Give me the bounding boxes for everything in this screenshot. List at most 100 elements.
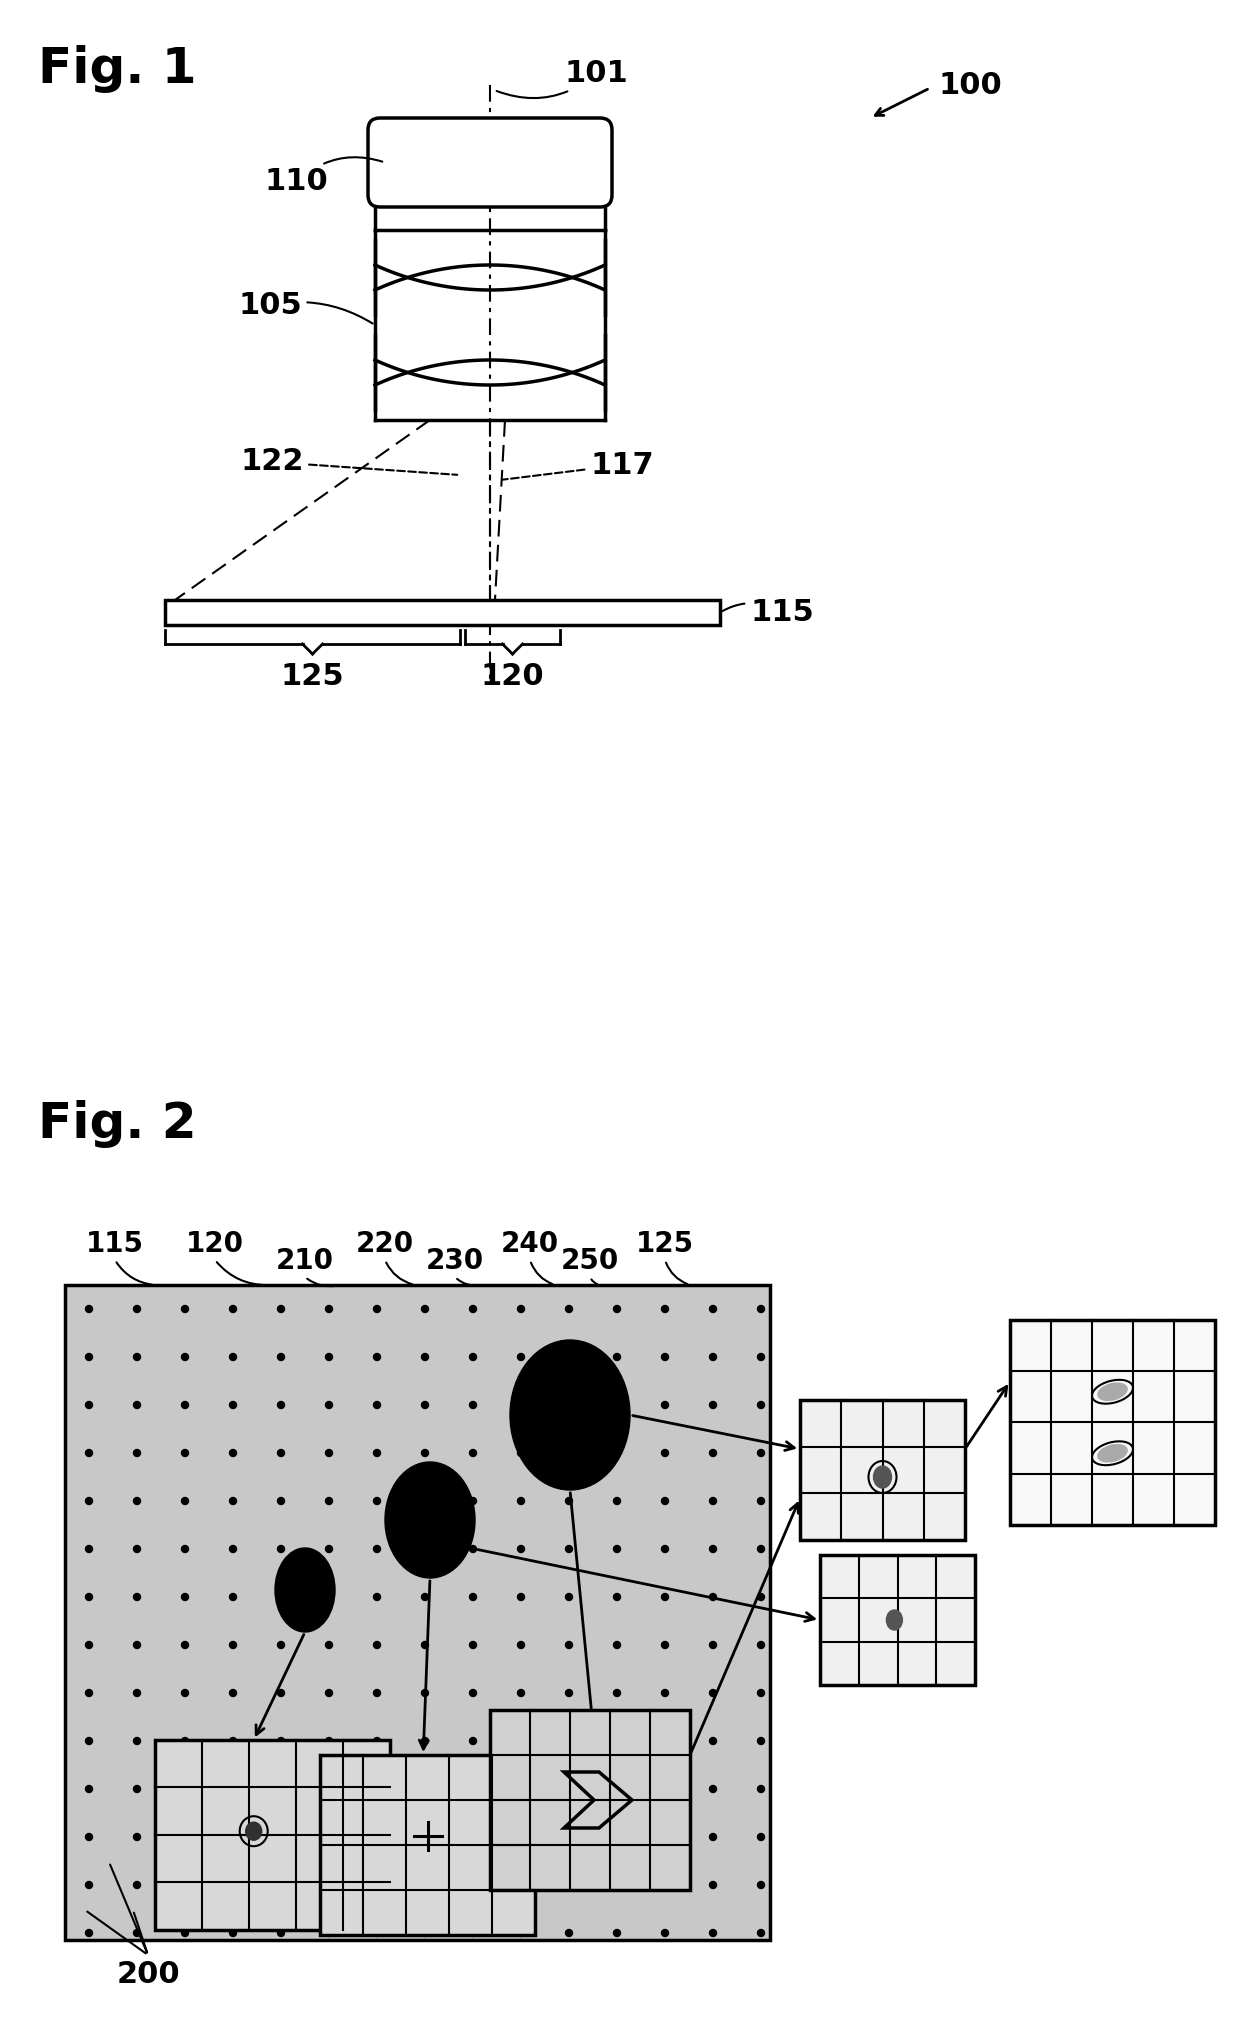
- Text: 110: 110: [265, 157, 382, 197]
- Circle shape: [470, 1834, 476, 1840]
- Circle shape: [614, 1353, 620, 1361]
- Ellipse shape: [887, 1610, 903, 1630]
- Circle shape: [517, 1593, 525, 1600]
- Circle shape: [325, 1738, 332, 1744]
- Ellipse shape: [384, 1461, 475, 1577]
- Circle shape: [661, 1306, 668, 1313]
- Circle shape: [325, 1882, 332, 1888]
- Circle shape: [758, 1929, 765, 1937]
- Text: 125: 125: [280, 661, 345, 692]
- Circle shape: [614, 1642, 620, 1648]
- Circle shape: [278, 1738, 284, 1744]
- Text: Fig. 2: Fig. 2: [38, 1101, 197, 1148]
- Circle shape: [134, 1353, 140, 1361]
- Circle shape: [86, 1593, 93, 1600]
- Circle shape: [470, 1449, 476, 1457]
- Circle shape: [134, 1738, 140, 1744]
- Circle shape: [709, 1929, 717, 1937]
- Text: 115: 115: [86, 1229, 144, 1258]
- Text: 101: 101: [496, 59, 629, 98]
- Circle shape: [229, 1738, 237, 1744]
- Circle shape: [278, 1834, 284, 1840]
- Circle shape: [709, 1449, 717, 1457]
- Circle shape: [278, 1929, 284, 1937]
- Circle shape: [86, 1929, 93, 1937]
- Circle shape: [661, 1449, 668, 1457]
- Circle shape: [325, 1785, 332, 1793]
- Circle shape: [661, 1689, 668, 1697]
- Circle shape: [86, 1738, 93, 1744]
- Circle shape: [229, 1449, 237, 1457]
- Circle shape: [134, 1402, 140, 1408]
- Circle shape: [86, 1353, 93, 1361]
- Text: 200: 200: [117, 1960, 180, 1988]
- Circle shape: [422, 1593, 429, 1600]
- Circle shape: [373, 1785, 381, 1793]
- Circle shape: [134, 1834, 140, 1840]
- Circle shape: [373, 1642, 381, 1648]
- Circle shape: [517, 1882, 525, 1888]
- Text: 115: 115: [723, 598, 813, 627]
- Circle shape: [373, 1449, 381, 1457]
- Circle shape: [422, 1449, 429, 1457]
- Circle shape: [614, 1785, 620, 1793]
- Bar: [155, 1740, 391, 1929]
- Circle shape: [422, 1834, 429, 1840]
- Circle shape: [278, 1593, 284, 1600]
- Circle shape: [470, 1498, 476, 1504]
- Circle shape: [758, 1689, 765, 1697]
- Circle shape: [278, 1689, 284, 1697]
- Circle shape: [134, 1689, 140, 1697]
- Circle shape: [758, 1498, 765, 1504]
- Circle shape: [229, 1353, 237, 1361]
- Circle shape: [470, 1689, 476, 1697]
- Circle shape: [134, 1306, 140, 1313]
- Circle shape: [758, 1545, 765, 1553]
- Ellipse shape: [246, 1821, 262, 1840]
- Circle shape: [86, 1449, 93, 1457]
- Text: 125: 125: [636, 1229, 694, 1258]
- Ellipse shape: [1097, 1384, 1127, 1400]
- Circle shape: [614, 1689, 620, 1697]
- Circle shape: [278, 1306, 284, 1313]
- Circle shape: [134, 1545, 140, 1553]
- Circle shape: [373, 1929, 381, 1937]
- Circle shape: [470, 1738, 476, 1744]
- Circle shape: [181, 1642, 188, 1648]
- Circle shape: [86, 1498, 93, 1504]
- Circle shape: [134, 1882, 140, 1888]
- Circle shape: [181, 1402, 188, 1408]
- Circle shape: [661, 1498, 668, 1504]
- Circle shape: [373, 1738, 381, 1744]
- Circle shape: [278, 1642, 284, 1648]
- Circle shape: [373, 1545, 381, 1553]
- Circle shape: [422, 1545, 429, 1553]
- Circle shape: [181, 1834, 188, 1840]
- Text: 120: 120: [481, 661, 544, 692]
- Circle shape: [422, 1929, 429, 1937]
- Circle shape: [422, 1738, 429, 1744]
- Circle shape: [709, 1545, 717, 1553]
- Circle shape: [229, 1785, 237, 1793]
- Circle shape: [181, 1738, 188, 1744]
- Circle shape: [229, 1306, 237, 1313]
- Ellipse shape: [873, 1465, 892, 1488]
- Text: 117: 117: [502, 450, 653, 480]
- Circle shape: [278, 1785, 284, 1793]
- Circle shape: [517, 1545, 525, 1553]
- Circle shape: [86, 1642, 93, 1648]
- Circle shape: [86, 1882, 93, 1888]
- Circle shape: [373, 1882, 381, 1888]
- Circle shape: [470, 1593, 476, 1600]
- Circle shape: [565, 1738, 573, 1744]
- Circle shape: [614, 1834, 620, 1840]
- Ellipse shape: [275, 1549, 335, 1632]
- Circle shape: [709, 1738, 717, 1744]
- Circle shape: [278, 1545, 284, 1553]
- Bar: [820, 1555, 975, 1685]
- Circle shape: [758, 1882, 765, 1888]
- Circle shape: [758, 1306, 765, 1313]
- Circle shape: [758, 1642, 765, 1648]
- Circle shape: [758, 1738, 765, 1744]
- Text: 105: 105: [238, 291, 373, 324]
